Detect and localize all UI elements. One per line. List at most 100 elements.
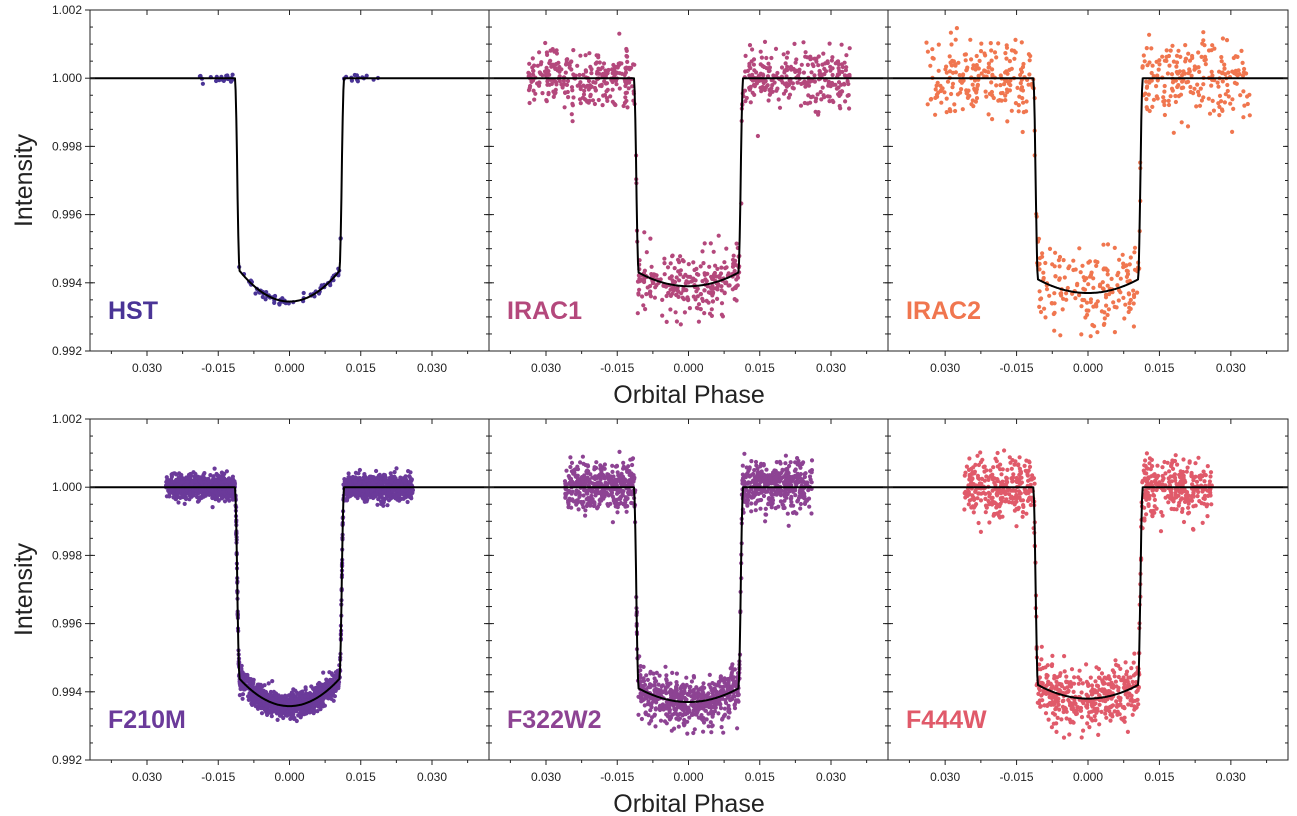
data-point — [606, 67, 611, 73]
data-point — [812, 73, 817, 78]
data-point — [1215, 80, 1220, 85]
data-point — [268, 693, 273, 698]
data-point — [1040, 254, 1045, 259]
data-point — [986, 112, 991, 117]
data-point — [539, 60, 544, 65]
data-point — [988, 41, 993, 46]
data-point — [623, 70, 629, 75]
data-point — [208, 473, 213, 478]
data-point — [827, 94, 832, 99]
data-point — [716, 711, 721, 716]
data-point — [1209, 83, 1214, 88]
data-point — [1105, 283, 1110, 288]
data-point — [623, 95, 628, 100]
data-point — [945, 79, 951, 84]
data-point — [1135, 290, 1140, 295]
data-point — [1196, 93, 1202, 98]
data-point — [990, 117, 995, 122]
data-point — [835, 59, 840, 64]
data-point — [221, 490, 226, 495]
data-point — [668, 293, 674, 298]
data-point — [1073, 267, 1078, 272]
data-point — [847, 106, 852, 111]
data-point — [1132, 294, 1137, 300]
data-point — [540, 91, 545, 96]
data-point — [1044, 287, 1050, 292]
data-point — [1095, 299, 1100, 304]
data-point — [784, 81, 789, 86]
data-point — [1016, 103, 1021, 108]
data-point — [1095, 260, 1100, 265]
data-point — [175, 489, 180, 494]
data-point — [637, 276, 642, 281]
data-point — [800, 81, 806, 86]
data-point — [680, 295, 685, 300]
data-point — [673, 310, 678, 315]
data-point — [361, 475, 367, 480]
data-point — [1020, 96, 1025, 101]
data-point — [533, 91, 538, 96]
data-point — [816, 63, 821, 68]
data-point — [365, 491, 370, 496]
data-point — [307, 710, 312, 715]
data-point — [1241, 89, 1246, 94]
data-point — [953, 70, 959, 75]
data-point — [332, 694, 337, 699]
data-point — [1103, 292, 1109, 297]
data-point — [222, 499, 228, 504]
data-point — [567, 63, 572, 68]
data-point — [1223, 92, 1228, 97]
data-point — [1236, 68, 1241, 73]
data-point — [1178, 54, 1183, 60]
data-point — [625, 59, 630, 64]
data-point — [984, 94, 989, 99]
data-point — [836, 92, 841, 97]
data-point — [648, 289, 653, 294]
data-point — [226, 479, 231, 484]
data-point — [1020, 88, 1026, 93]
data-point — [1101, 242, 1106, 247]
data-point — [751, 62, 757, 67]
data-points — [164, 466, 415, 724]
data-point — [678, 322, 683, 327]
data-point — [268, 689, 273, 695]
data-point — [933, 95, 938, 100]
data-point — [803, 84, 808, 89]
data-point — [977, 58, 982, 64]
data-point — [674, 671, 680, 676]
data-point — [1144, 79, 1149, 84]
data-point — [646, 713, 651, 718]
data-point — [678, 272, 683, 277]
data-point — [238, 684, 243, 689]
data-point — [1115, 273, 1120, 278]
data-point — [1004, 69, 1009, 74]
data-point — [396, 488, 401, 493]
data-point — [1201, 38, 1206, 43]
data-point — [240, 692, 246, 697]
x-tick-label: 0.000 — [274, 770, 304, 784]
data-point — [171, 495, 176, 500]
data-point — [688, 274, 693, 279]
data-point — [753, 508, 758, 513]
data-point — [648, 236, 653, 241]
data-point — [1173, 93, 1178, 99]
data-point — [545, 52, 550, 58]
data-point — [347, 494, 352, 499]
data-point — [710, 723, 715, 728]
data-point — [676, 269, 681, 274]
data-point — [691, 708, 696, 713]
data-point — [1219, 55, 1224, 60]
data-point — [1232, 80, 1237, 85]
data-point — [1118, 276, 1123, 281]
data-point — [545, 79, 550, 84]
data-point — [1037, 289, 1042, 294]
data-point — [581, 92, 587, 97]
data-point — [716, 233, 721, 238]
data-point — [1024, 109, 1029, 114]
data-point — [747, 43, 753, 48]
data-point — [925, 49, 931, 54]
data-point — [610, 99, 615, 104]
data-point — [1228, 101, 1233, 106]
data-point — [1242, 66, 1247, 72]
data-point — [660, 297, 665, 302]
